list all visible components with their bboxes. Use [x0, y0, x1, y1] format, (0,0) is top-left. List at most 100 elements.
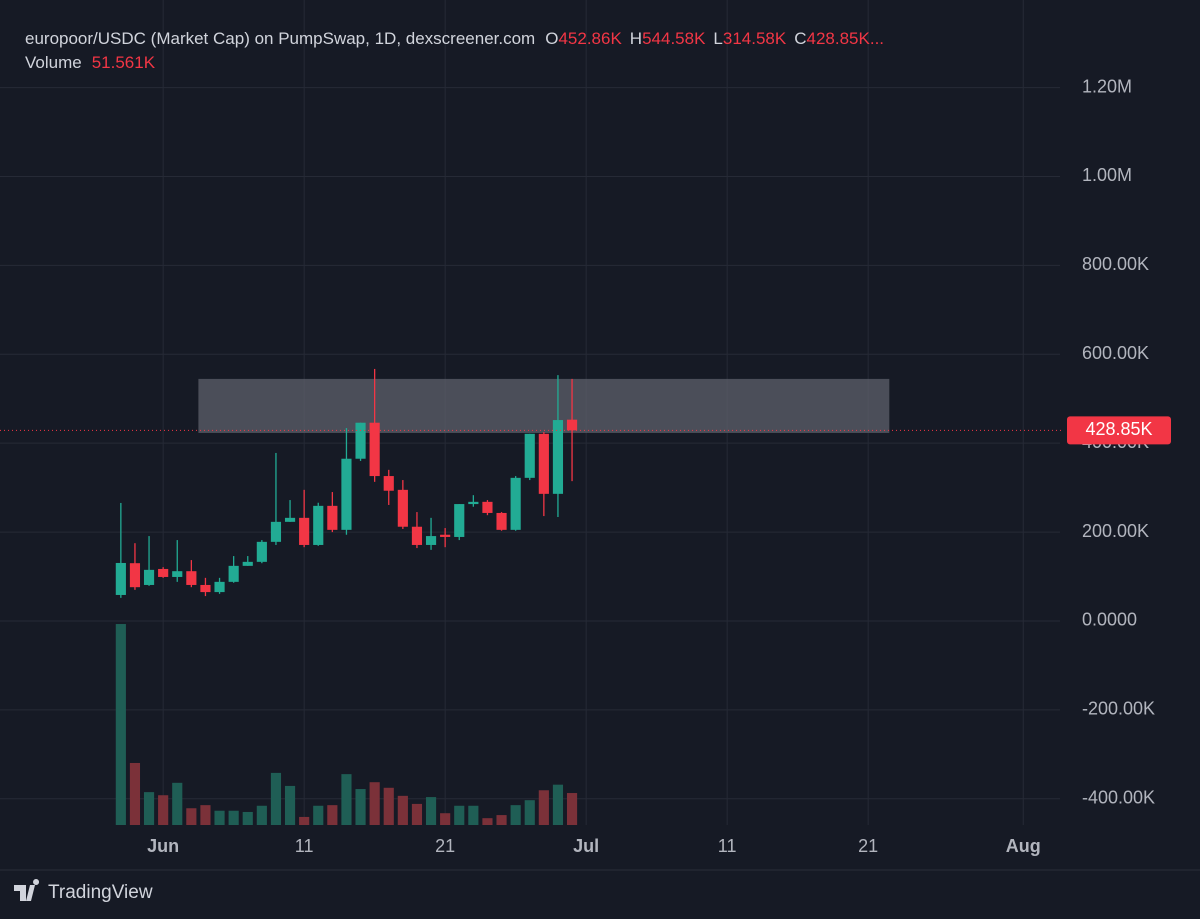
volume-bar [214, 810, 225, 825]
candle-body [242, 561, 253, 566]
volume-bar [496, 815, 507, 825]
candle-body [510, 477, 521, 530]
volume-bar [355, 789, 366, 825]
legend-key: L [713, 29, 722, 48]
candle-body [115, 562, 126, 595]
legend-truncation: ... [870, 29, 884, 48]
volume-bar [313, 805, 324, 825]
price-label-box [1067, 416, 1171, 445]
candle-body [186, 571, 197, 585]
candle-body [369, 422, 380, 477]
legend-value: 428.85K [807, 29, 871, 48]
brand-name: TradingView [48, 882, 153, 903]
zone [198, 378, 890, 433]
candle-body [482, 501, 493, 513]
volume-bar [538, 790, 549, 825]
y-tick-label: 1.00M [1082, 165, 1132, 185]
legend-key: O [545, 29, 558, 48]
candle-body [355, 422, 366, 459]
volume-bar [341, 774, 352, 825]
candle-body [411, 526, 423, 545]
candle-body [256, 541, 267, 562]
candle-body [129, 563, 141, 588]
y-tick-label: 200.00K [1082, 521, 1149, 541]
volume-bar [115, 624, 126, 825]
x-tick-label: Jul [573, 836, 599, 856]
candle-body [172, 571, 183, 577]
candle-body [566, 419, 578, 431]
legend-header: europoor/USDC (Market Cap) on PumpSwap, … [25, 29, 884, 48]
marks [0, 368, 1062, 825]
volume-bar [129, 762, 141, 825]
volume-bar [369, 782, 380, 825]
volume-bar [284, 785, 296, 825]
candle-body [158, 568, 169, 577]
volume-bar [397, 795, 408, 825]
candle-body [383, 476, 394, 491]
candle-body [299, 517, 310, 545]
axis: 1.20M1.00M800.00K600.00K400.00K200.00K0.… [147, 76, 1171, 856]
brand: TradingView [14, 879, 153, 903]
y-tick-label: 600.00K [1082, 343, 1149, 363]
candle-body [468, 501, 479, 505]
candle-body [397, 489, 408, 527]
candle-body [538, 433, 549, 494]
volume-legend: Volume 51.561K [25, 53, 156, 72]
candle-body [284, 517, 296, 522]
price-label: 428.85K [1085, 419, 1152, 439]
candle-body [496, 512, 507, 530]
legend-key: C [794, 29, 806, 48]
candle-body [440, 534, 451, 537]
candle-body [341, 458, 352, 530]
x-tick-label: 11 [718, 836, 737, 856]
volume-bar [172, 782, 183, 825]
volume-bar [327, 805, 338, 825]
legend-key: H [630, 29, 642, 48]
volume-value: 51.561K [92, 53, 156, 72]
volume-bar [256, 805, 267, 825]
y-tick-label: -200.00K [1082, 699, 1155, 719]
y-tick-label: 1.20M [1082, 76, 1132, 96]
volume-bar [411, 803, 423, 825]
volume-bar [383, 787, 394, 825]
candle-body [270, 521, 282, 542]
candle-body [524, 433, 535, 478]
candle-body [200, 584, 211, 593]
volume-bar [299, 816, 310, 825]
volume-bar [482, 818, 493, 825]
candle-body [327, 505, 338, 530]
candle-body [425, 536, 437, 545]
candle-body [228, 565, 239, 582]
x-tick-label: Jun [147, 836, 179, 856]
legend-title: europoor/USDC (Market Cap) on PumpSwap, … [25, 29, 535, 48]
candle-body [214, 581, 225, 593]
volume-bar [552, 784, 564, 825]
y-tick-label: -400.00K [1082, 788, 1155, 808]
volume-bar [143, 792, 155, 825]
legend-value: 314.58K [723, 29, 787, 48]
volume-bar [468, 805, 479, 825]
candle-body [454, 504, 465, 537]
volume-bar [228, 810, 239, 825]
volume-bar [440, 813, 451, 825]
candle-body [313, 505, 324, 545]
volume-bar [200, 805, 211, 825]
volume-name: Volume [25, 53, 82, 72]
volume-bar [186, 808, 197, 825]
x-tick-label: 21 [858, 836, 878, 856]
brand-logo [14, 879, 40, 901]
volume-bar [566, 793, 578, 825]
legend-value: 544.58K [642, 29, 706, 48]
volume-bar [270, 772, 282, 825]
candle-body [552, 420, 564, 494]
candle-body [143, 569, 155, 585]
y-tick-label: 800.00K [1082, 254, 1149, 274]
volume-bar [242, 811, 253, 825]
volume-bar [510, 805, 521, 825]
x-tick-label: 21 [435, 836, 455, 856]
volume-bar [454, 805, 465, 825]
volume-bar [425, 797, 437, 825]
x-tick-label: 11 [295, 836, 314, 856]
x-tick-label: Aug [1006, 836, 1041, 856]
